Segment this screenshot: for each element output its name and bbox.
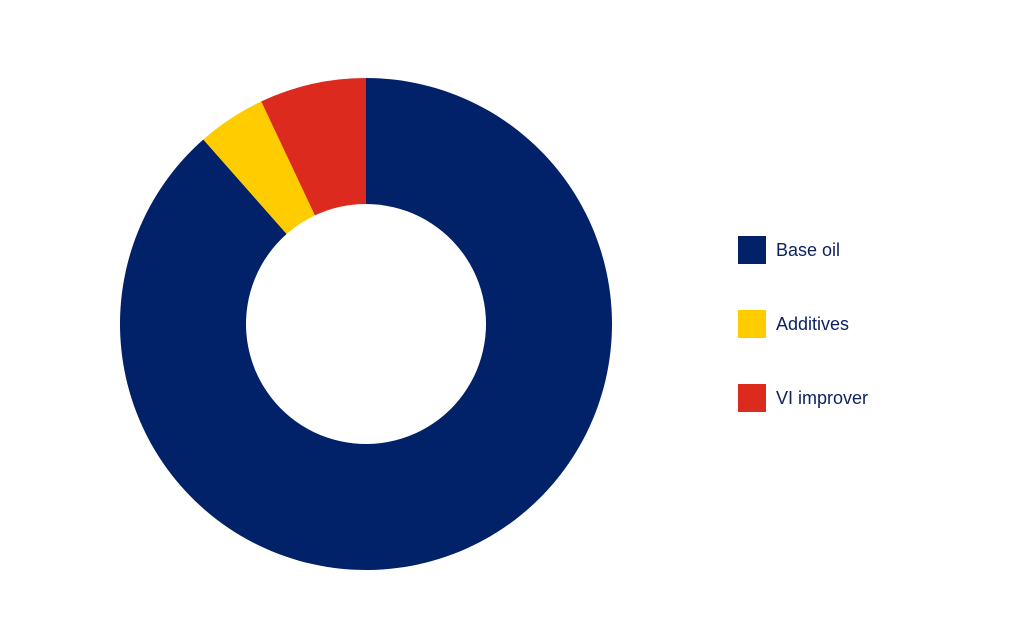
legend-swatch-vi-improver [738, 384, 766, 412]
legend-label-additives: Additives [776, 313, 850, 334]
legend-label-base-oil: Base oil [776, 239, 841, 260]
slice-vi-improver [261, 78, 366, 216]
slice-additives [203, 101, 315, 234]
legend-item-additives: Additives [738, 310, 988, 338]
donut-slices [119, 78, 612, 570]
chart-legend: Base oil Additives VI improver [738, 236, 988, 458]
legend-swatch-additives [738, 310, 766, 338]
legend-item-vi-improver: VI improver [738, 384, 988, 412]
slice-base-oil [119, 78, 612, 570]
legend-item-base-oil: Base oil [738, 236, 988, 264]
legend-label-vi-improver: VI improver [776, 387, 869, 408]
legend-swatch-base-oil [738, 236, 766, 264]
